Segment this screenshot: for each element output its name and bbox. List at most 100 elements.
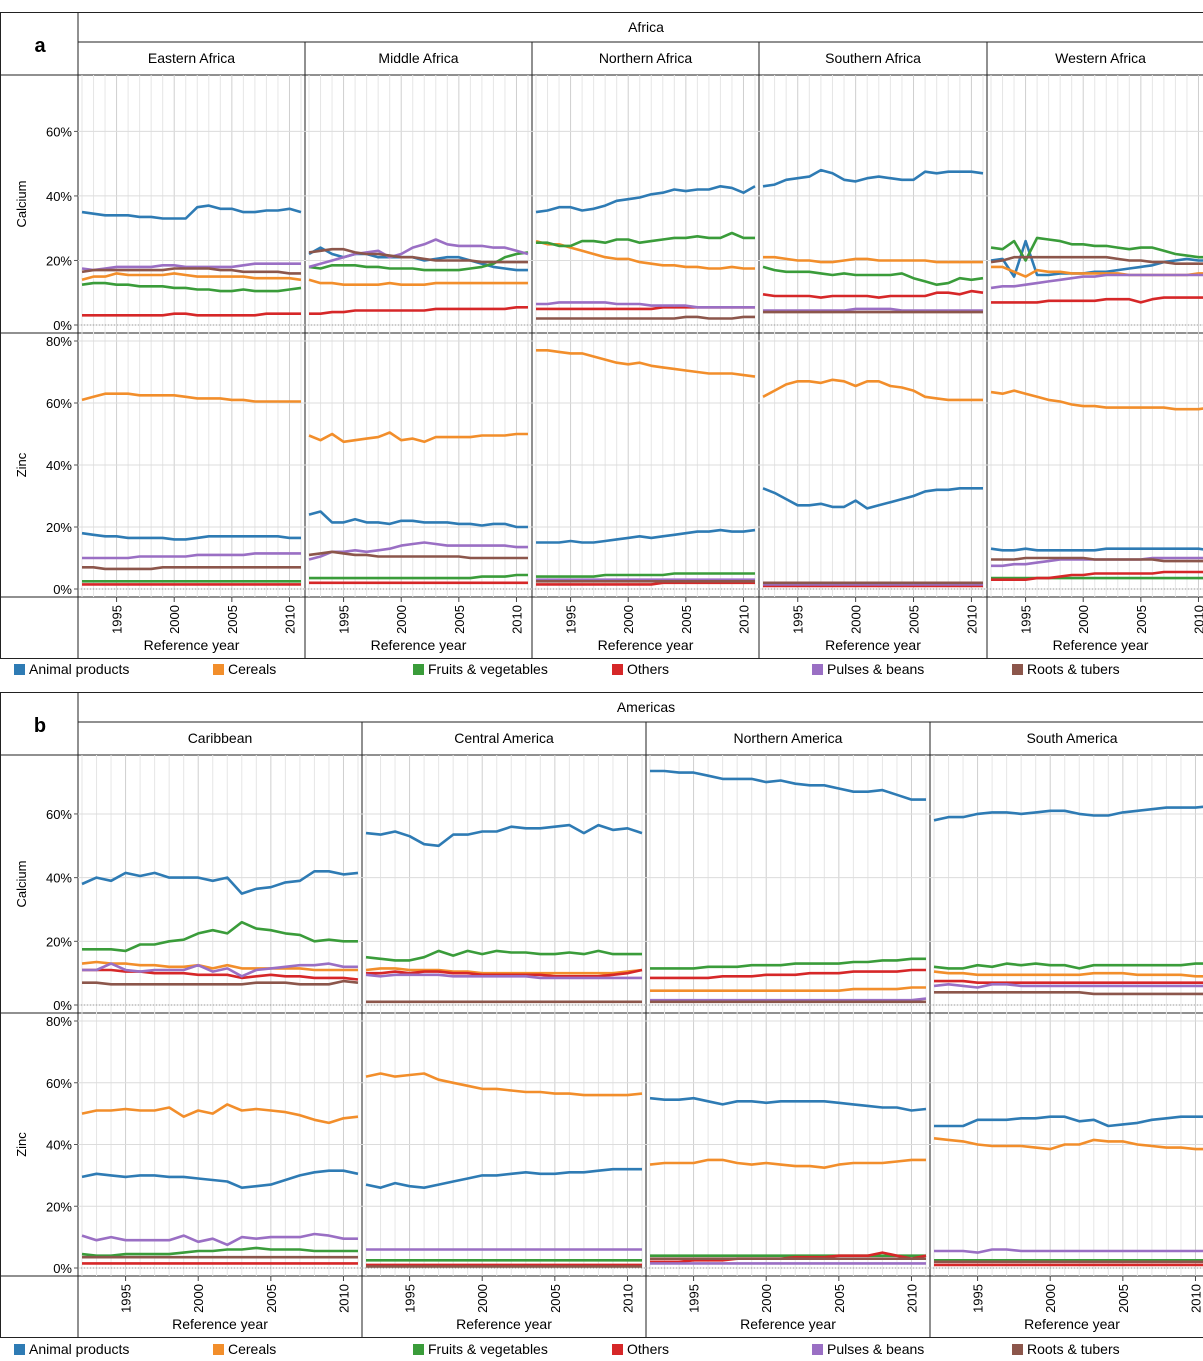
x-tick-label: 2010: [282, 605, 297, 634]
series-line-fruits-vegetables-zinc: [81, 1246, 358, 1257]
x-tick-label: 2000: [849, 605, 864, 634]
x-tick-label: 2005: [907, 605, 922, 634]
x-tick-label: 2005: [679, 605, 694, 634]
series-line-pulses-beans-zinc: [81, 1232, 358, 1247]
y-tick-label: 20%: [46, 520, 72, 535]
x-tick-label: 2005: [1116, 1284, 1131, 1313]
legend-swatch: [812, 1344, 823, 1355]
series-line-pulses-beans-zinc: [308, 541, 528, 561]
series-line-animal-products-zinc: [81, 531, 301, 541]
y-tick-label: 40%: [46, 1138, 72, 1153]
series-line-animal-products-calcium: [535, 185, 756, 214]
facet-title: Western Africa: [1055, 50, 1146, 66]
y-tick-label: 20%: [46, 934, 72, 949]
legend-label: Animal products: [29, 1341, 129, 1357]
group-title: Americas: [617, 699, 675, 715]
x-tick-label: 1995: [119, 1284, 134, 1313]
series-line-pulses-beans-calcium: [536, 301, 755, 309]
legend: Animal products Cereals Fruits & vegetable…: [14, 1341, 1120, 1357]
series-line-others-calcium: [934, 979, 1203, 985]
series-line-roots-tubers-zinc: [308, 550, 528, 560]
x-tick-label: 2010: [509, 605, 524, 634]
legend-item-fruits-vegetables: Fruits & vegetables: [413, 1341, 548, 1357]
y-tick-label: 60%: [46, 124, 72, 139]
series-line-cereals-calcium: [535, 239, 755, 270]
y-tick-label: 40%: [46, 458, 72, 473]
x-axis-title: Reference year: [1053, 637, 1149, 653]
series-line-pulses-beans-calcium: [990, 273, 1203, 290]
y-tick-label: 80%: [46, 334, 72, 349]
y-tick-label: 0%: [53, 1261, 72, 1276]
facet-title: Northern Africa: [599, 50, 693, 66]
x-tick-label: 2000: [621, 605, 636, 634]
legend-swatch: [612, 1344, 623, 1355]
x-axis-title: Reference year: [144, 637, 240, 653]
legend-item-cereals: Cereals: [213, 661, 276, 677]
facet-southern-africa: Southern Africa 1995 2000 2005 2010 Reference…: [759, 42, 988, 658]
legend-swatch: [1012, 1344, 1023, 1355]
legend-label: Fruits & vegetables: [428, 1341, 548, 1357]
series-line-pulses-beans-calcium: [82, 962, 358, 978]
series-line-fruits-vegetables-calcium: [308, 251, 529, 272]
legend-label: Pulses & beans: [827, 1341, 924, 1357]
series-line-cereals-calcium: [81, 272, 302, 282]
facet-title: Caribbean: [188, 730, 253, 746]
legend-item-fruits-vegetables: Fruits & vegetables: [413, 661, 548, 677]
series-line-fruits-vegetables-calcium: [762, 265, 984, 287]
x-tick-label: 1995: [564, 605, 579, 634]
x-tick-label: 2010: [964, 605, 979, 634]
y-tick-label: 20%: [46, 253, 72, 268]
series-line-pulses-beans-calcium: [763, 307, 983, 312]
facet-title: Central America: [454, 730, 554, 746]
series-line-pulses-beans-calcium: [933, 982, 1203, 989]
series-line-animal-products-calcium: [81, 204, 302, 220]
series-line-roots-tubers-calcium: [308, 247, 528, 264]
legend-label: Others: [627, 1341, 669, 1357]
series-line-pulses-beans-calcium: [81, 262, 301, 272]
y-tick-label: 40%: [46, 189, 72, 204]
row-label-calcium: Calcium: [14, 181, 29, 228]
x-tick-label: 2000: [167, 605, 182, 634]
series-line-animal-products-zinc: [81, 1169, 359, 1189]
legend-label: Others: [627, 661, 669, 677]
panel-label: b: [34, 715, 46, 737]
x-tick-label: 2000: [1043, 1284, 1058, 1313]
facet-title: South America: [1026, 730, 1117, 746]
legend-item-animal-products: Animal products: [14, 1341, 129, 1357]
x-tick-label: 2000: [1076, 605, 1091, 634]
y-tick-label: 0%: [53, 582, 72, 597]
x-tick-label: 2000: [475, 1284, 490, 1313]
facet-northern-america: Northern America 1995 2000 2005 2010 Referenc…: [646, 722, 931, 1337]
series-line-animal-products-zinc: [762, 486, 983, 510]
series-line-fruits-vegetables-calcium: [650, 957, 926, 970]
x-axis-title: Reference year: [598, 637, 694, 653]
series-line-fruits-vegetables-calcium: [81, 281, 302, 293]
y-tick-label: 60%: [46, 396, 72, 411]
series-line-others-calcium: [82, 968, 359, 981]
x-tick-label: 1995: [403, 1284, 418, 1313]
series-line-cereals-zinc: [308, 431, 528, 444]
x-tick-label: 2005: [548, 1284, 563, 1313]
series-line-fruits-vegetables-zinc: [309, 573, 528, 580]
series-line-others-calcium: [82, 312, 301, 317]
legend-label: Roots & tubers: [1027, 1341, 1120, 1357]
legend-swatch: [213, 1344, 224, 1355]
series-line-others-calcium: [309, 305, 528, 316]
panel-frame: [0, 12, 1203, 659]
series-line-cereals-calcium: [933, 970, 1203, 978]
x-tick-label: 1995: [337, 605, 352, 634]
facet-title: Middle Africa: [378, 50, 458, 66]
legend-item-others: Others: [612, 661, 669, 677]
facet-south-america: South America 1995 2000 2005 2010 Reference y…: [930, 730, 1203, 1332]
y-tick-label: 60%: [46, 1076, 72, 1091]
series-line-roots-tubers-calcium: [990, 255, 1203, 266]
series-line-cereals-zinc: [81, 392, 301, 403]
legend-swatch: [213, 664, 224, 675]
x-tick-label: 2005: [1134, 605, 1149, 634]
row-label-zinc: Zinc: [14, 1132, 29, 1157]
y-tick-label: 80%: [46, 1014, 72, 1029]
series-line-animal-products-calcium: [933, 805, 1203, 822]
legend-label: Cereals: [228, 1341, 276, 1357]
facet-western-africa: Western Africa 1995 2000 2005 2010 Reference …: [987, 50, 1203, 653]
x-tick-label: 1995: [1019, 605, 1034, 634]
